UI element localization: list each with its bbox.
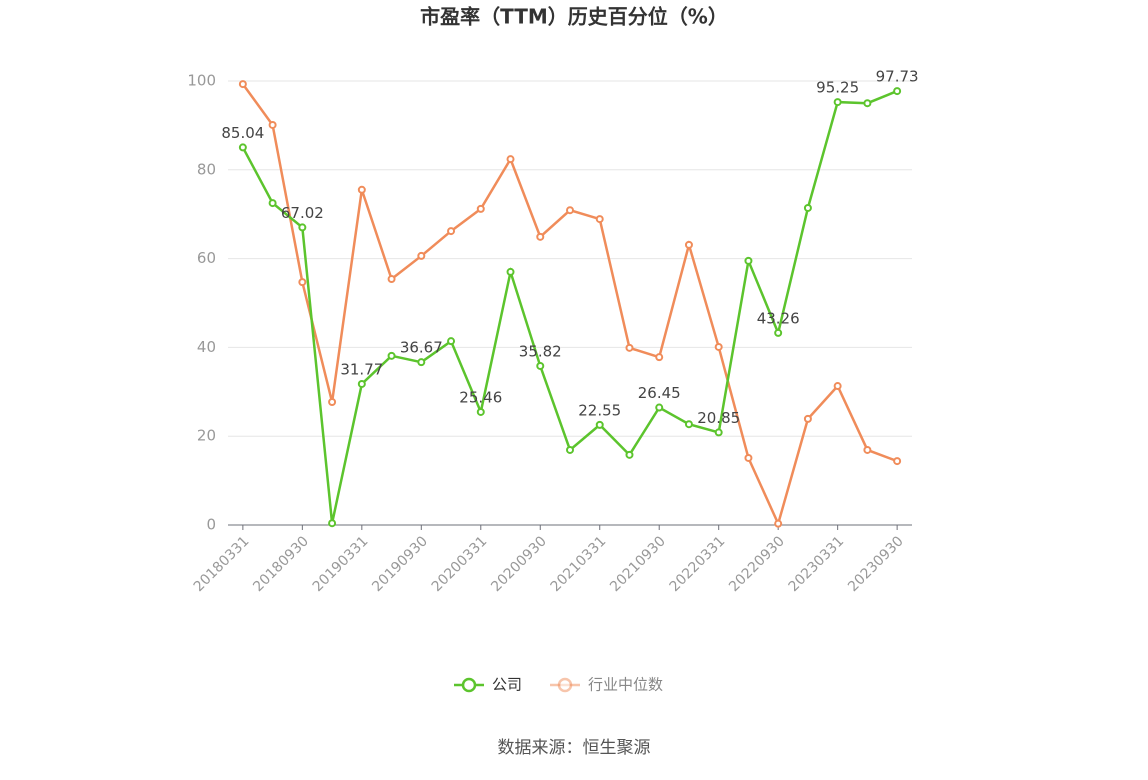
data-label: 97.73 [876, 68, 919, 86]
y-tick-label: 60 [197, 249, 216, 267]
data-point [476, 204, 485, 213]
legend-label: 公司 [492, 676, 522, 694]
data-point [625, 343, 634, 352]
data-label: 20.85 [697, 409, 740, 427]
legend-marker [557, 677, 573, 693]
data-point [387, 351, 396, 360]
data-point [774, 328, 783, 337]
data-point [566, 445, 574, 454]
data-label: 35.82 [519, 342, 562, 360]
data-label: 85.04 [221, 124, 264, 142]
data-point [447, 337, 456, 346]
data-point [238, 80, 247, 89]
x-tick-label: 20190331 [310, 533, 372, 595]
y-tick-label: 0 [206, 516, 216, 534]
data-point [655, 353, 664, 362]
data-label: 36.67 [400, 339, 443, 357]
data-label: 43.26 [757, 309, 800, 327]
data-point [268, 199, 277, 208]
data-point [595, 215, 604, 224]
x-tick-label: 20210331 [548, 533, 610, 595]
data-point [387, 275, 396, 284]
data-point [536, 232, 545, 241]
data-point [684, 420, 693, 429]
data-point [803, 414, 812, 423]
y-tick-label: 100 [187, 72, 216, 90]
data-point [417, 358, 426, 367]
data-point [714, 428, 723, 437]
chart-title: 市盈率（TTM）历史百分位（%） [420, 5, 728, 29]
x-tick-label: 20200930 [488, 533, 550, 595]
y-tick-label: 20 [197, 427, 216, 445]
data-point [298, 278, 307, 287]
x-tick-label: 20210930 [607, 533, 669, 595]
data-point [357, 185, 366, 194]
data-point [447, 227, 456, 236]
data-label: 95.25 [816, 79, 859, 97]
data-label: 22.55 [578, 401, 621, 419]
series-line [241, 89, 898, 524]
data-point [298, 223, 307, 232]
data-point [684, 240, 693, 249]
data-point [595, 420, 604, 429]
x-tick-label: 20180331 [191, 533, 253, 595]
data-point [506, 155, 515, 164]
data-point [744, 453, 753, 462]
data-point [774, 519, 783, 528]
data-point [863, 445, 872, 454]
data-label: 67.02 [281, 204, 324, 222]
data-point [476, 407, 485, 416]
x-tick-label: 20220331 [667, 533, 729, 595]
data-point [833, 98, 842, 107]
data-point [625, 450, 634, 459]
data-point [655, 403, 664, 412]
data-point [328, 398, 337, 407]
data-point [417, 251, 426, 260]
data-point [328, 519, 337, 528]
y-tick-label: 40 [197, 338, 216, 356]
data-point [238, 143, 247, 152]
data-point [506, 267, 515, 276]
data-point [566, 206, 574, 215]
data-point [893, 87, 902, 96]
data-label: 31.77 [340, 360, 383, 378]
data-point [357, 379, 366, 388]
data-point [803, 203, 812, 212]
x-tick-label: 20190930 [369, 533, 431, 595]
data-label: 26.45 [638, 384, 681, 402]
x-tick-label: 20200331 [429, 533, 491, 595]
data-point [863, 99, 872, 108]
x-tick-label: 20220930 [726, 533, 788, 595]
x-tick-label: 20230930 [845, 533, 907, 595]
legend-label: 行业中位数 [588, 676, 663, 694]
data-point [744, 256, 753, 265]
legend-marker [461, 677, 477, 693]
x-tick-label: 20180930 [250, 533, 312, 595]
data-point [714, 342, 723, 351]
source-note: 数据来源：恒生聚源 [498, 738, 651, 758]
series-line [241, 83, 898, 528]
data-point [536, 361, 545, 370]
data-label: 25.46 [459, 388, 502, 406]
x-tick-label: 20230331 [786, 533, 848, 595]
data-point [833, 382, 842, 391]
y-tick-label: 80 [197, 160, 216, 178]
data-point [268, 120, 277, 129]
data-point [893, 457, 902, 466]
